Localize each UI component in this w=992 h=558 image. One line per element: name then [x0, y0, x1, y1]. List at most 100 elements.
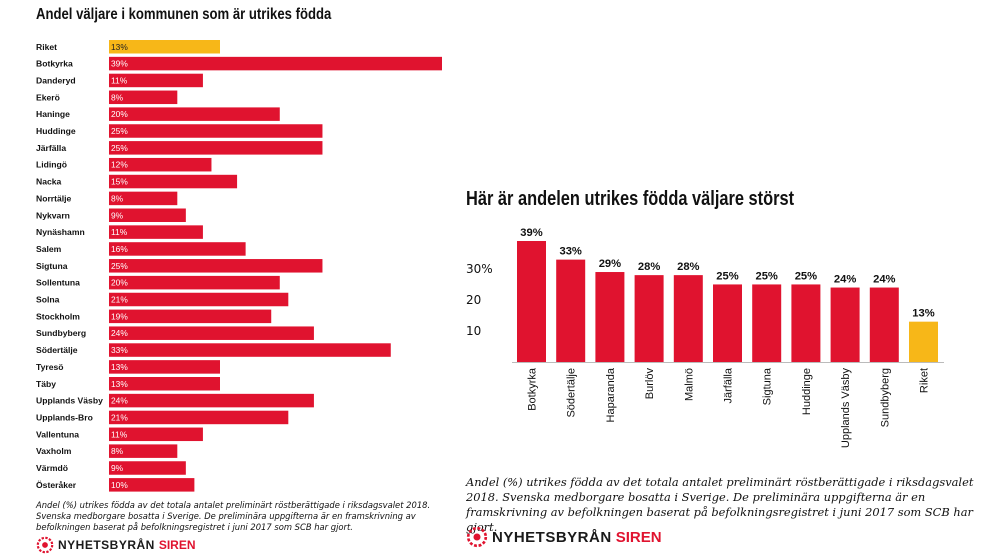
bar-value-label: 20% [111, 278, 128, 288]
x-tick-label: Södertälje [566, 368, 578, 418]
category-label: Tyresö [36, 362, 64, 372]
bar-value-label: 8% [111, 193, 124, 203]
bar-value-label: 15% [111, 177, 128, 187]
bar [109, 360, 220, 374]
bar [109, 427, 203, 442]
bar [109, 208, 186, 222]
category-label: Riket [36, 42, 57, 52]
category-label: Sundbyberg [36, 328, 86, 338]
category-label: Nykvarn [36, 210, 70, 220]
category-label: Upplands Väsby [36, 396, 103, 406]
left-chart-caption: Andel (%) utrikes födda av det totala an… [36, 500, 431, 532]
x-tick-label: Sigtuna [762, 367, 774, 405]
bar-value-label: 11% [111, 227, 128, 237]
bar-value-label: 11% [111, 75, 128, 85]
bar-value-label: 9% [111, 210, 124, 220]
x-tick-label: Burlöv [644, 368, 656, 400]
bar [109, 326, 314, 340]
bar [109, 343, 391, 357]
bar [109, 191, 178, 206]
x-tick-label: Huddinge [801, 368, 813, 415]
bar [109, 141, 323, 155]
bar-value-label: 24% [834, 274, 856, 286]
category-label: Södertälje [36, 345, 78, 355]
category-label: Salem [36, 244, 62, 254]
x-tick-label: Riket [919, 368, 931, 393]
bar [634, 275, 664, 362]
bar [556, 259, 586, 362]
bar-value-label: 39% [520, 227, 542, 239]
bar-value-label: 13% [111, 362, 128, 372]
bar-value-label: 24% [111, 396, 128, 406]
bar [109, 73, 203, 88]
bar-value-label: 28% [638, 261, 660, 273]
bar [109, 107, 280, 121]
bar [109, 90, 178, 105]
x-tick-label: Botkyrka [527, 367, 539, 411]
bar [109, 309, 272, 324]
bar-value-label: 9% [111, 463, 124, 473]
bar [109, 157, 212, 172]
bar-value-label: 8% [111, 92, 124, 102]
y-tick-label: 30% [466, 262, 493, 276]
bar-value-label: 33% [111, 345, 128, 355]
bar [791, 284, 821, 362]
bar [595, 272, 625, 362]
bar-value-label: 25% [755, 270, 777, 282]
siren-logo-icon [466, 526, 488, 548]
bar [517, 241, 546, 362]
y-tick-label: 20 [466, 293, 481, 307]
bar-value-label: 39% [111, 59, 128, 69]
category-label: Vaxholm [36, 446, 72, 456]
category-label: Danderyd [36, 75, 76, 85]
bar-value-label: 16% [111, 244, 128, 254]
category-label: Norrtälje [36, 193, 72, 203]
bar-value-label: 24% [111, 328, 128, 338]
category-label: Ekerö [36, 92, 60, 102]
bar [109, 124, 323, 138]
category-label: Stockholm [36, 311, 80, 321]
bar [109, 174, 238, 189]
category-label: Botkyrka [36, 59, 73, 69]
bar-value-label: 25% [111, 261, 128, 271]
category-label: Nacka [36, 177, 62, 187]
bar [109, 444, 178, 458]
x-tick-label: Upplands Väsby [840, 368, 852, 449]
bar-value-label: 28% [677, 261, 699, 273]
logo-brand-text: NYHETSBYRÅN [58, 538, 155, 552]
bar [909, 321, 938, 362]
bar-value-label: 25% [795, 270, 817, 282]
left-chart-title: Andel väljare i kommunen som är utrikes … [36, 6, 332, 23]
bar [109, 242, 246, 256]
logo-brand-text: NYHETSBYRÅN [492, 528, 612, 546]
right-chart-title: Här är andelen utrikes födda väljare stö… [466, 188, 795, 210]
bar-value-label: 20% [111, 109, 128, 119]
category-label: Järfälla [36, 143, 66, 153]
bar-value-label: 33% [559, 246, 581, 258]
bar [109, 275, 280, 290]
category-label: Huddinge [36, 126, 76, 136]
bar-value-label: 8% [111, 446, 124, 456]
logo-accent-text: SIREN [615, 528, 662, 546]
logo-right: NYHETSBYRÅN SIREN [466, 526, 662, 548]
category-label: Solna [36, 295, 60, 305]
y-tick-label: 10 [466, 324, 481, 338]
siren-logo-icon [36, 536, 54, 554]
category-label: Upplands-Bro [36, 412, 93, 422]
bar [109, 478, 195, 492]
category-label: Sollentuna [36, 278, 80, 288]
bar-value-label: 19% [111, 311, 128, 321]
bar [673, 275, 703, 362]
x-tick-label: Sundbyberg [879, 368, 891, 427]
right-chart-caption: Andel (%) utrikes födda av det totala an… [466, 475, 974, 534]
x-tick-label: Haparanda [605, 367, 617, 422]
bar-value-label: 29% [599, 258, 621, 270]
logo-left: NYHETSBYRÅN SIREN [36, 536, 196, 554]
bar [109, 461, 186, 475]
category-label: Österåker [36, 480, 77, 490]
bar-value-label: 12% [111, 160, 128, 170]
bar-value-label: 25% [716, 270, 738, 282]
category-label: Värmdö [36, 463, 68, 473]
